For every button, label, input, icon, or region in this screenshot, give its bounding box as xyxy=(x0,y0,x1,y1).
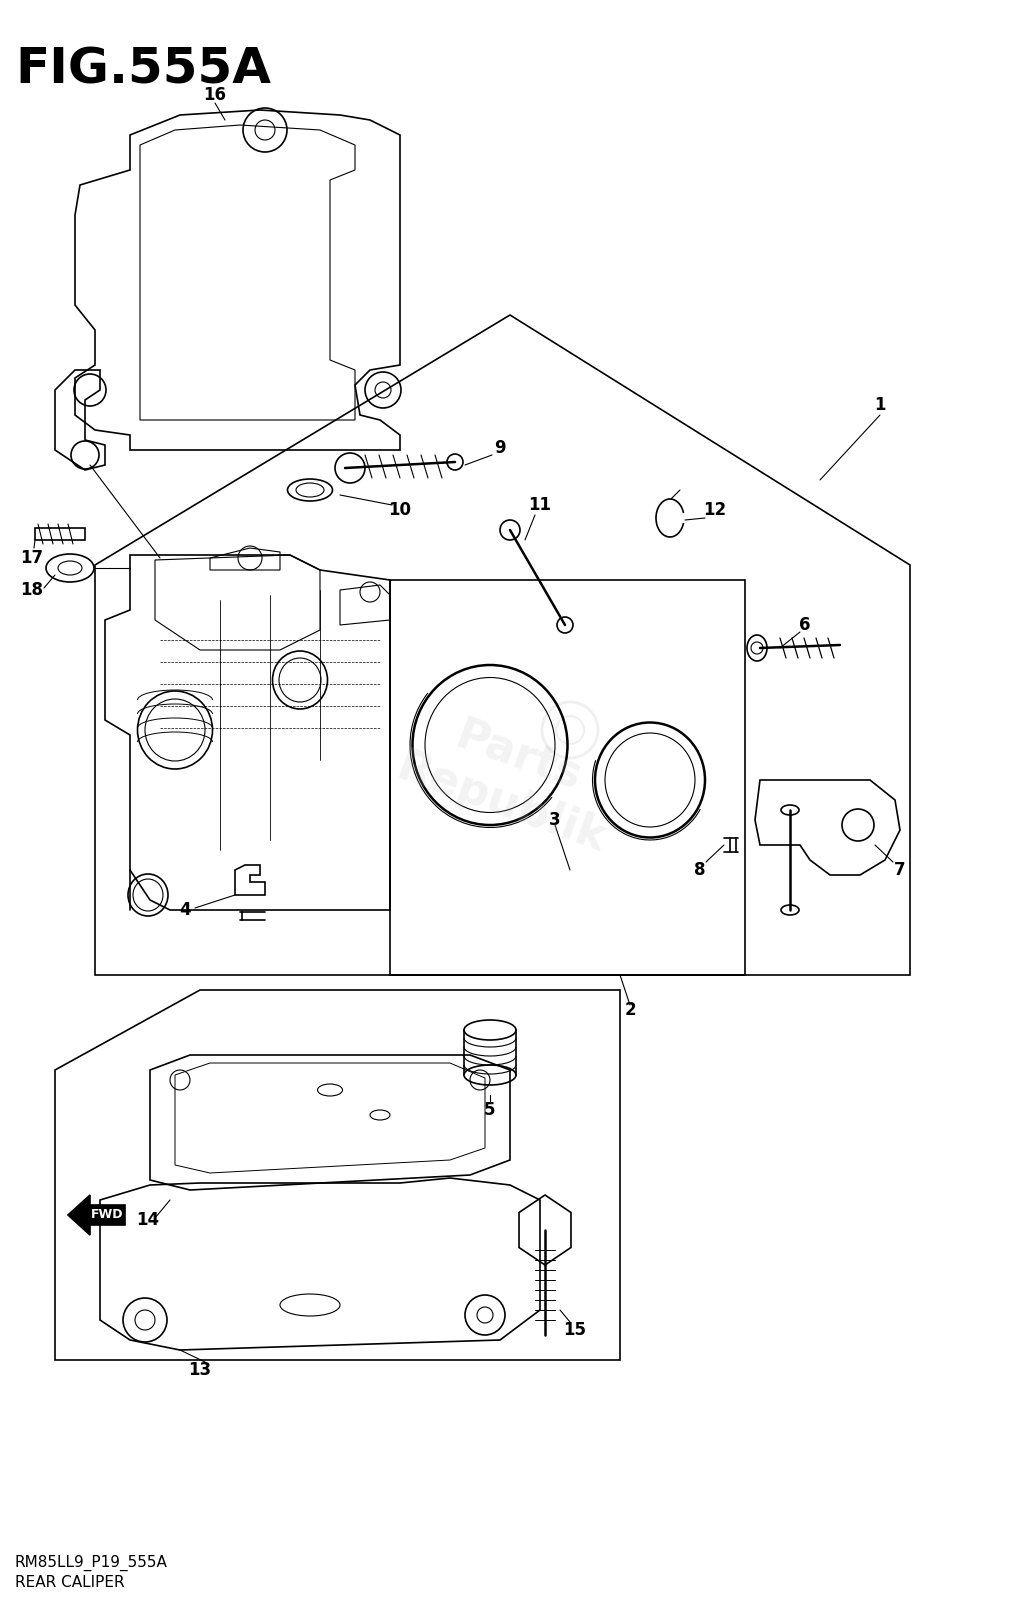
Text: 18: 18 xyxy=(20,581,44,598)
Text: 14: 14 xyxy=(136,1211,160,1229)
Polygon shape xyxy=(68,1195,125,1235)
Text: RM85LL9_P19_555A: RM85LL9_P19_555A xyxy=(15,1555,168,1571)
Text: 11: 11 xyxy=(528,496,552,514)
Text: 5: 5 xyxy=(485,1101,496,1118)
Text: 9: 9 xyxy=(494,438,506,458)
Text: 8: 8 xyxy=(694,861,705,878)
Text: 10: 10 xyxy=(389,501,411,518)
Text: 13: 13 xyxy=(188,1362,212,1379)
Text: 17: 17 xyxy=(20,549,44,566)
Text: REAR CALIPER: REAR CALIPER xyxy=(15,1574,124,1590)
Text: 15: 15 xyxy=(564,1322,586,1339)
Text: 3: 3 xyxy=(549,811,561,829)
Text: FWD: FWD xyxy=(91,1208,123,1221)
Text: 4: 4 xyxy=(179,901,190,918)
Text: 7: 7 xyxy=(894,861,906,878)
Text: 12: 12 xyxy=(703,501,727,518)
Text: 6: 6 xyxy=(799,616,810,634)
Text: FIG.555A: FIG.555A xyxy=(15,45,271,93)
Text: 1: 1 xyxy=(874,395,886,414)
Text: Parts
Republik: Parts Republik xyxy=(391,699,629,861)
Text: 16: 16 xyxy=(204,86,226,104)
Text: 2: 2 xyxy=(624,1002,636,1019)
